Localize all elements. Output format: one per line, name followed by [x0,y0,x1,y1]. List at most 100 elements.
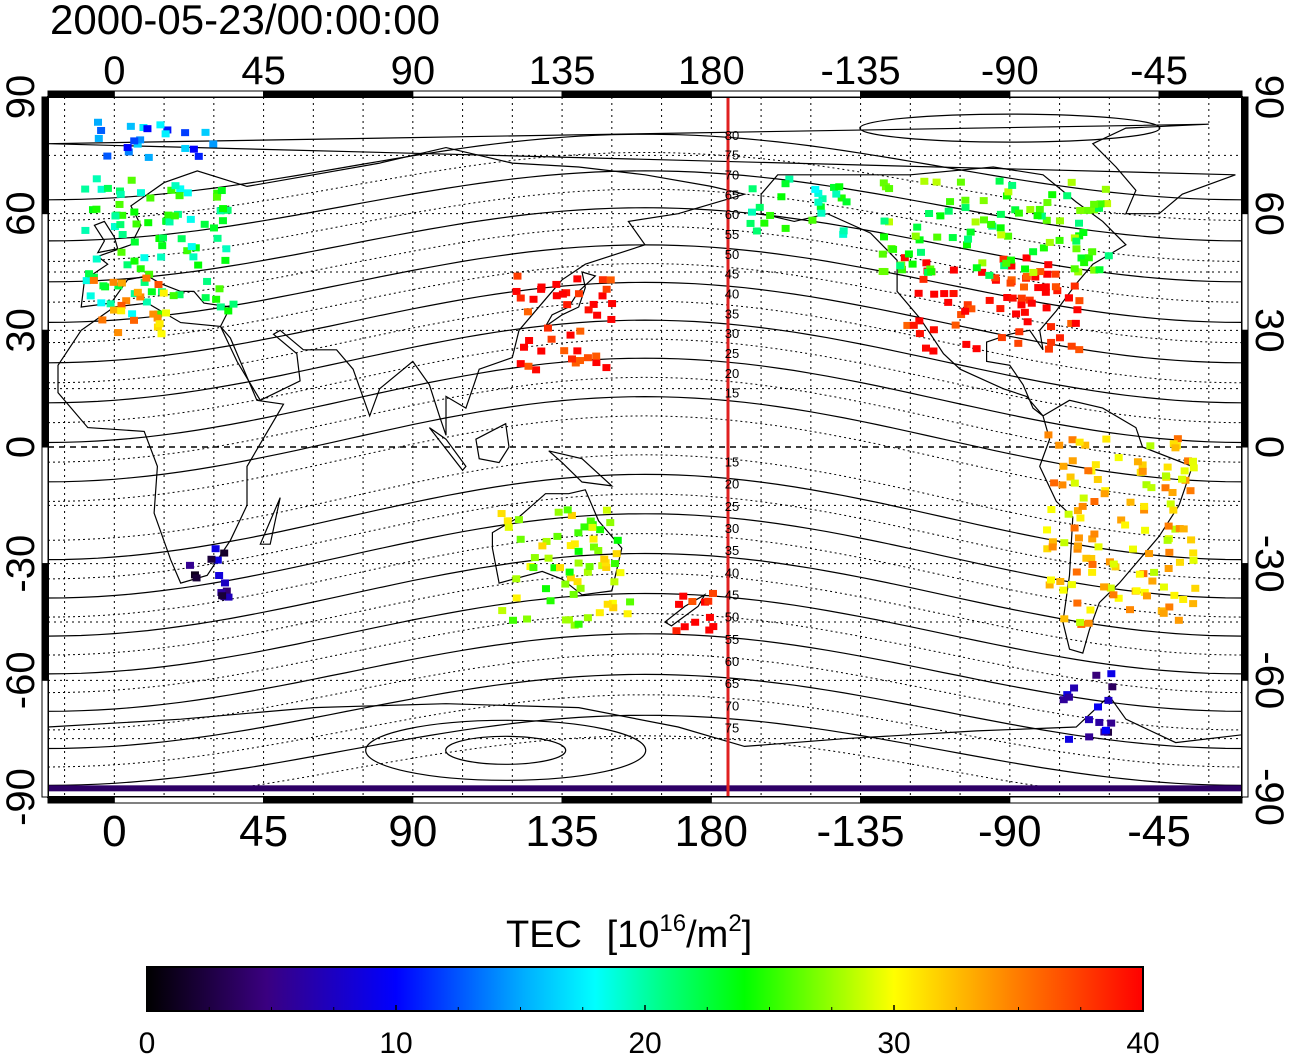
tec-cell [1071,319,1080,327]
tec-cell [512,594,521,602]
tec-cell [516,360,525,368]
mag-lat-contour [48,694,1242,768]
tec-cell [1166,500,1175,508]
tec-cell [142,298,151,306]
tec-cell [1073,507,1082,515]
tec-cell [675,600,684,608]
top-frame-segment [412,90,563,98]
tec-cell [161,130,170,138]
tec-cell [1180,467,1189,475]
tec-cell [103,152,112,160]
page-title: 2000-05-23/00:00:00 [50,0,440,43]
tec-cell [1014,209,1023,217]
mag-lat-contour [48,225,1242,303]
tec-cell [889,245,898,253]
tec-cell [956,178,965,186]
tec-cell [1114,594,1123,602]
tec-cell [1033,212,1042,220]
tec-cell [1102,435,1111,443]
tec-cell [576,584,585,592]
tec-cell [704,597,713,605]
tec-cell [818,195,827,203]
tec-cell [1189,556,1198,564]
tec-cell [574,547,583,555]
contour-label-north: 55 [725,227,739,242]
tec-cell [583,614,592,622]
bottom-frame-segment [860,796,1011,804]
tec-cell [1169,440,1178,448]
tec-cell [519,343,528,351]
tec-cell [908,260,917,268]
tec-cell [1094,703,1103,711]
tec-cell [159,234,168,242]
tec-cell [811,185,820,193]
tec-cell [530,554,539,562]
tec-cell [175,192,184,200]
tec-cell [167,186,176,194]
tec-cell [124,148,133,156]
tec-cell [962,340,971,348]
tec-cell [1068,457,1077,465]
tec-cell [189,145,198,153]
tec-cell [936,212,945,220]
tec-cell [1073,306,1082,314]
tec-cell [524,362,533,370]
bottom-longitude-ticks: 0 45 90 135 180 -135 -90 -45 [102,807,1191,856]
tec-cell [136,136,145,144]
tec-cell [1076,206,1085,214]
tec-cell [760,219,769,227]
tec-cell [1141,526,1150,534]
tec-cell [194,261,203,269]
mag-lat-contour [48,473,1242,561]
tec-cell [606,519,615,527]
tec-cell [1074,542,1083,550]
tec-cell [602,285,611,293]
tec-cell [191,244,200,252]
tec-cell [192,574,201,582]
tec-cell [573,347,582,355]
right-frame-segment [1241,213,1249,331]
contour-label-south: 15 [725,454,739,469]
tec-cell [114,329,123,337]
right-lat-tick-label: 0 [1247,436,1291,458]
tec-cell [987,220,996,228]
colorbar-unit-exp2: 2 [728,910,741,937]
tec-cell [94,134,103,142]
tec-cell [922,259,931,267]
tec-cell [147,288,156,296]
tec-cell [130,257,139,265]
tec-cell [1029,248,1038,256]
tec-cell [224,593,233,601]
tec-cell [949,290,958,298]
tec-cell [570,540,579,548]
tec-cell [1047,338,1056,346]
tec-cell [537,347,546,355]
tec-cell [130,208,139,216]
top-lon-tick-label: -45 [1130,49,1188,93]
tec-cell [567,355,576,363]
tec-cell [781,224,790,232]
tec-cell [136,265,145,273]
tec-cell [1079,494,1088,502]
mag-lat-contour [48,263,1242,344]
tec-cell [229,300,238,308]
tec-cell [839,227,848,235]
tec-cell [1117,516,1126,524]
top-lon-tick-label: 180 [678,49,745,93]
tec-cell [130,238,139,246]
bottom-lon-tick-label: 0 [102,807,126,856]
tec-cell [1184,457,1193,465]
mag-lat-contour [48,319,1242,404]
tec-cell [194,152,203,160]
tec-cell [552,280,561,288]
tec-cell [755,203,764,211]
contour-label-south: 50 [725,610,739,625]
bottom-frame-segment [1009,796,1160,804]
tec-cell [576,357,585,365]
tec-cell [565,568,574,576]
tec-cell [159,289,168,297]
tec-cell [1043,526,1052,534]
tec-cell [1067,342,1076,350]
colorbar-title-tec: TEC [506,914,582,956]
tec-cell [574,559,583,567]
